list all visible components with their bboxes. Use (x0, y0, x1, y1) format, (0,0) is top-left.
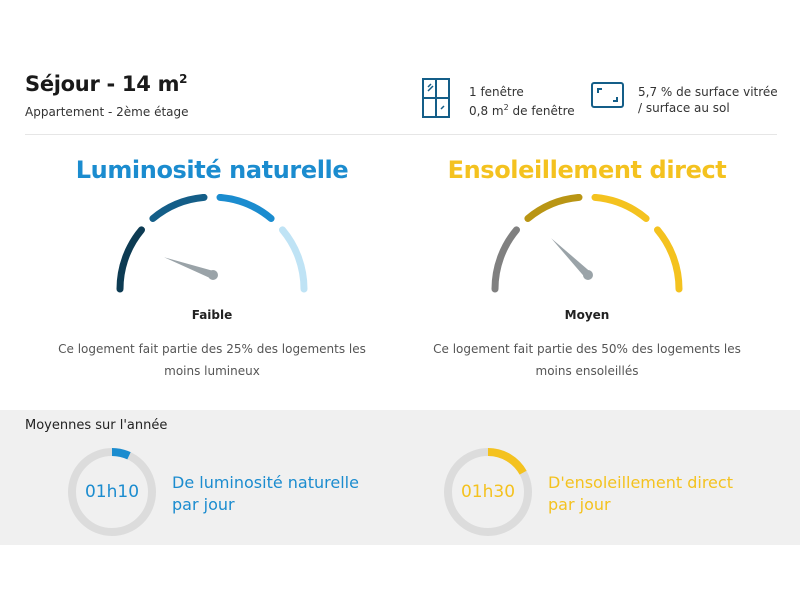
gauge-needle (551, 238, 591, 278)
sunshine-meter (491, 194, 683, 293)
sunshine-ring: 01h30 (442, 446, 534, 538)
ring-track (444, 448, 532, 536)
gauge-segment-3 (216, 194, 275, 222)
sunshine-avg-label: D'ensoleillement direct par jour (548, 472, 733, 516)
gauge-segment-2 (149, 194, 208, 222)
window-count: 1 fenêtre (469, 85, 524, 99)
luminosity-level: Faible (191, 308, 233, 322)
window-area: 0,8 m2 de fenêtre (469, 103, 575, 118)
luminosity-description: Ce logement fait partie des 25% des loge… (58, 342, 366, 378)
gauge-segment-4 (279, 226, 308, 293)
window-icon (422, 78, 450, 118)
sunshine-title: Ensoleillement direct (447, 156, 727, 184)
surface-line1: 5,7 % de surface vitrée (638, 85, 778, 99)
luminosity-meter (116, 194, 308, 293)
surface-line2: / surface au sol (638, 101, 730, 115)
ring-progress (111, 448, 131, 460)
gauge-segment-1 (491, 226, 520, 293)
surface-ratio-icon (591, 82, 624, 108)
sunshine-time: 01h30 (460, 482, 516, 502)
sunshine-level: Moyen (564, 308, 610, 322)
luminosity-avg-line1: De luminosité naturelle (172, 473, 359, 492)
luminosity-avg-label: De luminosité naturelle par jour (172, 472, 359, 516)
ring-progress (487, 447, 527, 475)
luminosity-title: Luminosité naturelle (75, 156, 349, 184)
sunshine-gauge: Ensoleillement direct Moyen Ce logement … (407, 156, 767, 382)
yearly-averages: Moyennes sur l'année 01h10 De luminosité… (0, 410, 800, 545)
sunshine-description: Ce logement fait partie des 50% des loge… (433, 342, 741, 378)
room-title: Séjour - 14 m2 (25, 72, 188, 96)
sunshine-avg-line2: par jour (548, 495, 611, 514)
gauge-needle (164, 257, 215, 279)
luminosity-ring-chart (68, 448, 156, 536)
luminosity-avg-line2: par jour (172, 495, 235, 514)
window-details: 1 fenêtre 0,8 m2 de fenêtre (469, 84, 575, 119)
gauge-needle-hub (583, 270, 593, 280)
room-header: Séjour - 14 m2 Appartement - 2ème étage … (25, 72, 778, 135)
gauge-segment-2 (524, 194, 583, 222)
luminosity-ring: 01h10 (66, 446, 158, 538)
gauge-segment-4 (654, 226, 683, 293)
luminosity-time: 01h10 (84, 482, 140, 502)
surface-details: 5,7 % de surface vitrée / surface au sol (638, 84, 778, 116)
sunshine-avg-line1: D'ensoleillement direct (548, 473, 733, 492)
sunshine-ring-chart (444, 447, 532, 536)
gauge-segment-3 (591, 194, 650, 222)
luminosity-gauge: Luminosité naturelle Faible Ce logement … (32, 156, 392, 382)
gauge-needle-hub (208, 270, 218, 280)
gauge-segment-1 (116, 226, 145, 293)
room-location: Appartement - 2ème étage (25, 105, 189, 119)
averages-title: Moyennes sur l'année (25, 418, 168, 433)
